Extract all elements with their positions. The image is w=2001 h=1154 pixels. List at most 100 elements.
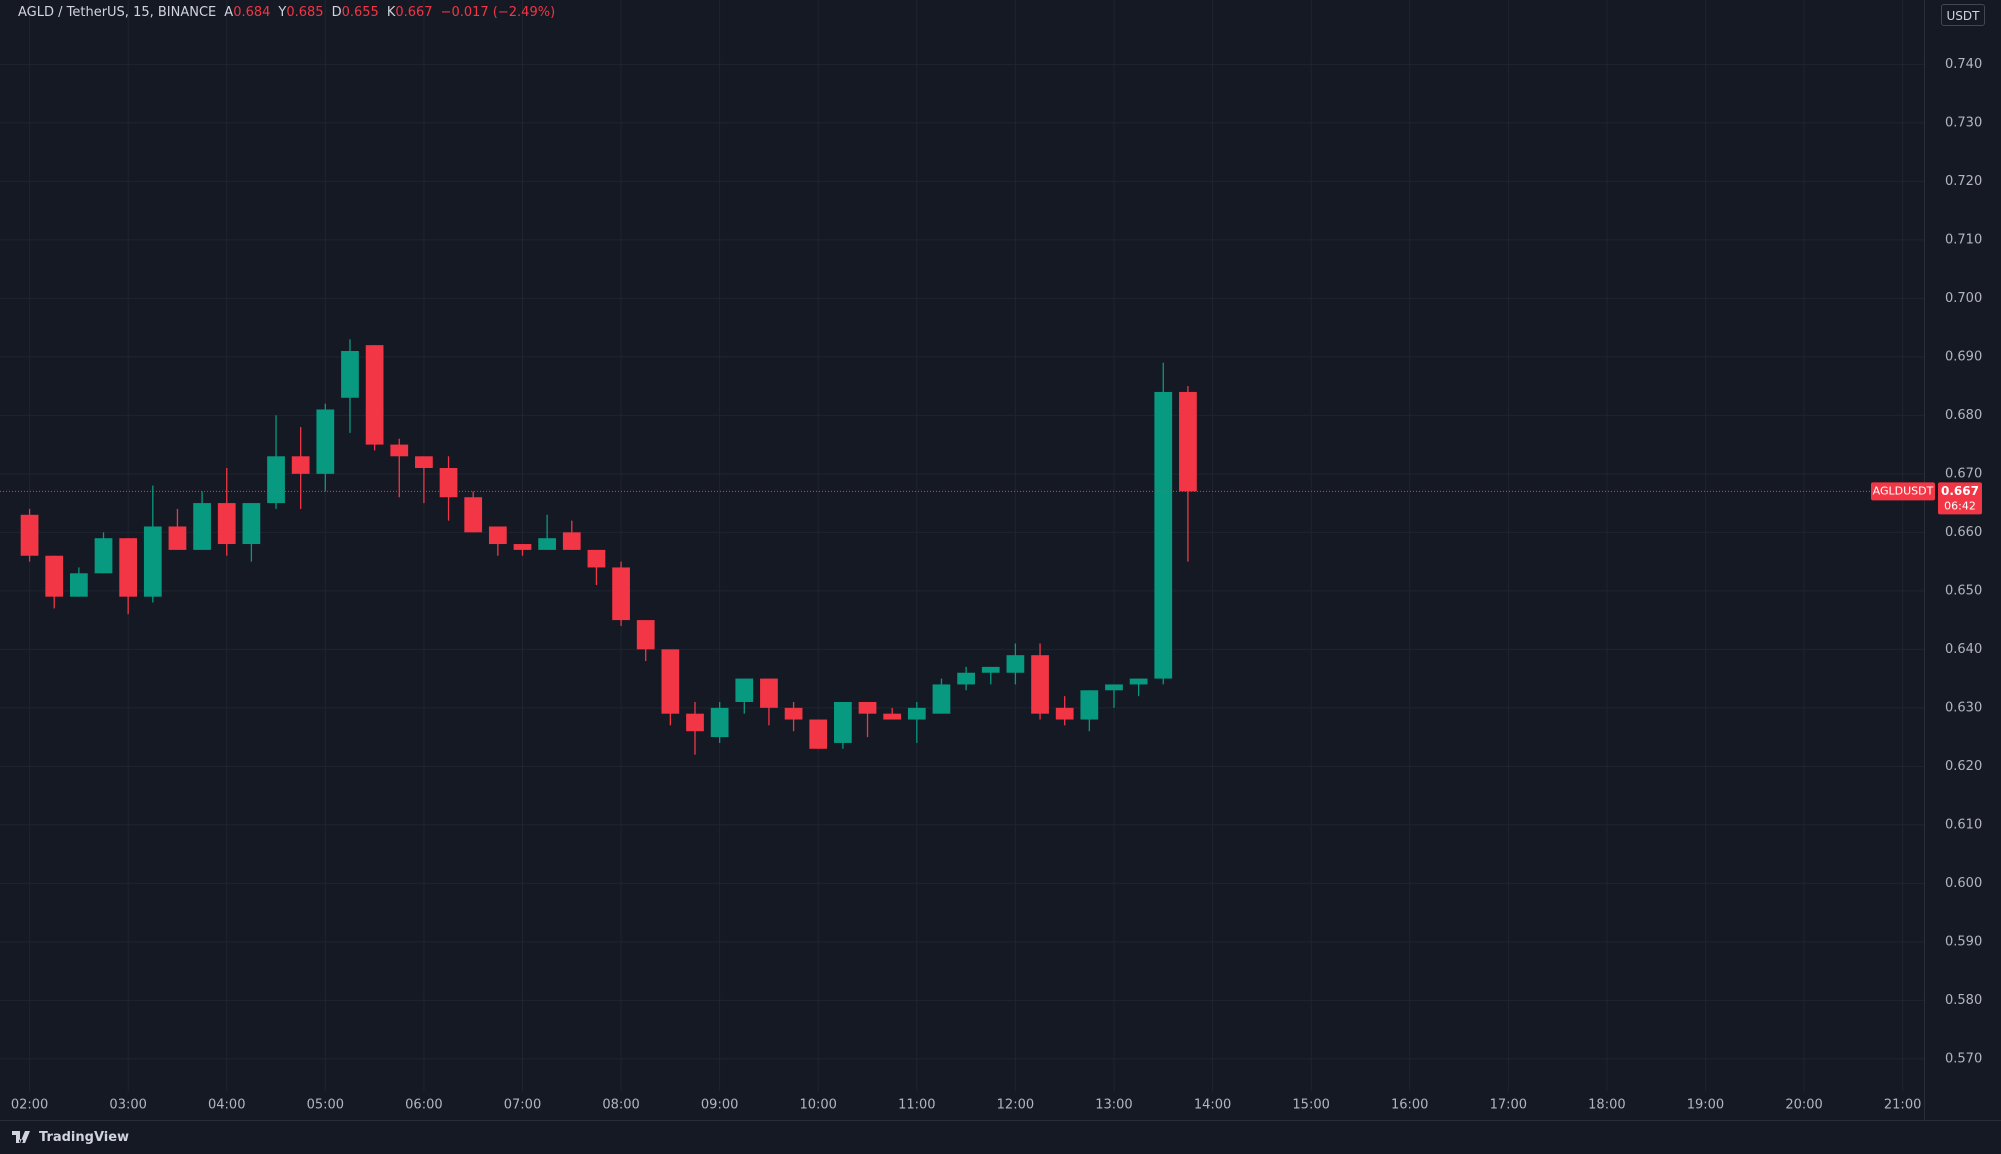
candle-body [636, 620, 655, 650]
candle-body [1031, 655, 1049, 714]
ohlc-value: 0.685 [286, 5, 324, 20]
candle-body [1055, 707, 1074, 720]
y-tick-label: 0.590 [1945, 934, 1982, 949]
x-tick-label: 19:00 [1687, 1098, 1724, 1113]
y-tick-label: 0.570 [1945, 1051, 1982, 1066]
candle-body [488, 526, 507, 545]
ohlc-key: Y [278, 5, 287, 20]
symbol-label: AGLDUSDT [1873, 484, 1934, 497]
y-tick-label: 0.740 [1945, 57, 1982, 72]
brand-name: TradingView [39, 1129, 130, 1145]
y-tick-label: 0.660 [1945, 525, 1982, 540]
candle-body [883, 713, 902, 720]
change: −0.017 (−2.49%) [440, 5, 556, 20]
x-tick-label: 04:00 [208, 1098, 245, 1113]
price-label-box [1938, 482, 1982, 515]
x-tick-label: 05:00 [307, 1098, 344, 1113]
x-tick-label: 17:00 [1490, 1098, 1527, 1113]
y-tick-label: 0.620 [1945, 759, 1982, 774]
y-tick-label: 0.580 [1945, 993, 1982, 1008]
candle-body [341, 350, 359, 398]
countdown: 06:42 [1944, 499, 1976, 512]
candle-body [439, 467, 458, 498]
candle-body [686, 713, 704, 732]
candle-body [661, 649, 680, 714]
candle-body [390, 444, 409, 457]
x-tick-label: 07:00 [504, 1098, 541, 1113]
candle-body [415, 456, 433, 468]
x-tick-label: 12:00 [997, 1098, 1034, 1113]
y-tick-label: 0.630 [1945, 700, 1982, 715]
candle-body [809, 719, 828, 749]
legend-header: AGLD / TetherUS, 15, BINANCE A0.684 Y0.685… [18, 5, 555, 20]
candle-body [1154, 391, 1173, 679]
x-tick-label: 16:00 [1391, 1098, 1428, 1113]
ohlc-key: D [331, 5, 342, 20]
symbol-label-box [1871, 482, 1935, 501]
candle-body [1105, 684, 1123, 691]
ohlc-key: K [386, 5, 396, 20]
candle-body [784, 707, 803, 720]
candle-body [267, 456, 285, 504]
candle-body [217, 503, 236, 545]
y-tick-label: 0.720 [1945, 174, 1982, 189]
candle-body [1080, 690, 1099, 720]
y-tick-label: 0.600 [1945, 876, 1982, 891]
x-tick-label: 21:00 [1884, 1098, 1921, 1113]
x-tick-label: 10:00 [799, 1098, 836, 1113]
x-tick-label: 08:00 [602, 1098, 639, 1113]
candle-body [193, 503, 211, 550]
ohlc-value: 0.667 [395, 5, 433, 20]
candle-body [291, 456, 310, 474]
candle-body [760, 678, 778, 708]
candle-body [365, 345, 384, 445]
candle-body [538, 538, 557, 550]
candle-body [1129, 678, 1148, 685]
x-tick-label: 03:00 [109, 1098, 146, 1113]
brand-logo [12, 1131, 30, 1143]
ohlc-value: 0.655 [341, 5, 379, 20]
y-tick-label: 0.650 [1945, 583, 1982, 598]
ohlc-key: A [224, 5, 234, 20]
candle-body [735, 678, 754, 702]
x-tick-label: 11:00 [898, 1098, 935, 1113]
brand: TradingView [12, 1126, 129, 1148]
candle-body [858, 701, 877, 714]
candle-body [562, 532, 581, 550]
candle-body [69, 573, 88, 597]
candle-body [612, 567, 630, 621]
ohlc-value: 0.684 [233, 5, 271, 20]
candle-body [316, 409, 335, 474]
candle-body [834, 701, 852, 743]
y-tick-label: 0.700 [1945, 291, 1982, 306]
candle-body [513, 544, 532, 550]
x-tick-label: 18:00 [1588, 1098, 1625, 1113]
y-tick-label: 0.670 [1945, 466, 1982, 481]
price-label: 0.667 [1941, 484, 1979, 498]
candle-body [932, 684, 951, 714]
currency-button[interactable]: USDT [1941, 4, 1985, 26]
y-tick-label: 0.730 [1945, 115, 1982, 130]
x-tick-label: 02:00 [11, 1098, 48, 1113]
candle-body [20, 514, 39, 556]
candle-body [957, 672, 975, 685]
candle-body [464, 497, 483, 533]
x-tick-label: 06:00 [405, 1098, 442, 1113]
candle-body [242, 503, 261, 545]
candle-body [907, 707, 926, 720]
candle-body [981, 666, 1000, 673]
candle-body [587, 549, 606, 568]
y-tick-label: 0.640 [1945, 642, 1982, 657]
y-tick-label: 0.610 [1945, 817, 1982, 832]
x-tick-label: 14:00 [1194, 1098, 1231, 1113]
y-tick-label: 0.710 [1945, 232, 1982, 247]
x-tick-label: 09:00 [701, 1098, 738, 1113]
candle-body [119, 538, 138, 597]
candle-body [143, 526, 162, 597]
candle-body [710, 707, 729, 738]
candle-body [1179, 391, 1197, 492]
y-tick-label: 0.690 [1945, 349, 1982, 364]
